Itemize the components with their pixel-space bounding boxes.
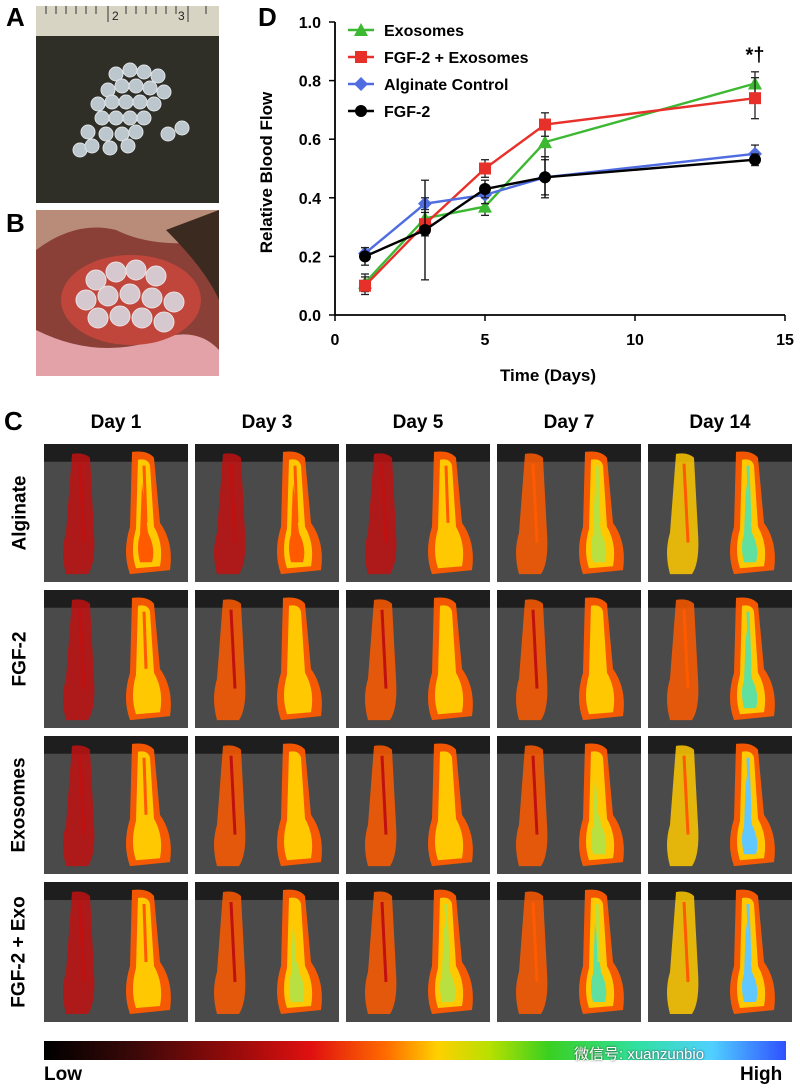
legend-marker: [355, 51, 367, 63]
legend-label: Exosomes: [384, 23, 464, 40]
legend-entry: FGF-2 + Exosomes: [348, 50, 529, 67]
group-label-1: Alginate: [0, 444, 40, 582]
perfusion-image: [44, 590, 188, 728]
data-point: [538, 135, 552, 149]
blood-flow-chart: 0 5 10 15 0.0 0.2 0.4 0.6 0.8 1.0 Time (Days) Relat…: [257, 15, 794, 385]
legend-entry: Exosomes: [348, 23, 464, 40]
perfusion-image: [346, 444, 490, 582]
legend-marker: [354, 23, 368, 36]
series-3: [359, 153, 761, 281]
data-point: [749, 153, 761, 166]
perfusion-image: [648, 444, 792, 582]
series-line: [364, 96, 756, 287]
day-header-1: Day 1: [90, 412, 142, 433]
legend-label: Alginate Control: [384, 77, 508, 94]
group-label-text: FGF-2 + Exo: [9, 896, 31, 1008]
perfusion-image: [44, 736, 188, 874]
perfusion-image: [44, 882, 188, 1022]
day-header-3: Day 5: [392, 412, 444, 433]
y-tick-label: 0.4: [299, 191, 321, 208]
y-tick-label: 0.2: [299, 249, 321, 266]
x-tick-label: 5: [481, 332, 490, 349]
group-label-text: FGF-2: [9, 631, 31, 687]
legend-label: FGF-2: [384, 104, 430, 121]
x-tick-label: 10: [626, 332, 644, 349]
series-2: [358, 144, 762, 261]
perfusion-image: [346, 736, 490, 874]
ruler-tick-3: 3: [178, 9, 185, 23]
perfusion-image: [648, 590, 792, 728]
data-point: [478, 199, 492, 213]
perfusion-image: [648, 882, 792, 1022]
implanted-beads-photo: [36, 210, 219, 376]
legend-marker: [354, 77, 368, 91]
x-tick-label: 0: [331, 332, 340, 349]
group-label-3: Exosomes: [0, 736, 40, 874]
significance-annotation: *†: [746, 45, 765, 67]
series-1: [359, 77, 761, 296]
perfusion-image: [195, 444, 339, 582]
x-tick-label: 15: [776, 332, 794, 349]
legend-label: FGF-2 + Exosomes: [384, 50, 529, 67]
y-tick-label: 0.8: [299, 74, 321, 91]
x-axis-label: Time (Days): [500, 366, 596, 385]
perfusion-image: [346, 590, 490, 728]
group-label-2: FGF-2: [0, 590, 40, 728]
perfusion-image: [195, 882, 339, 1022]
data-point: [539, 118, 551, 131]
day-header-4: Day 7: [543, 412, 595, 433]
perfusion-image: [44, 444, 188, 582]
data-point: [359, 250, 371, 263]
alginate-beads-photo: 2 3: [36, 6, 219, 203]
perfusion-image: [497, 882, 641, 1022]
legend-entry: Alginate Control: [348, 77, 508, 94]
panel-label-a: A: [6, 2, 25, 32]
perfusion-image: [195, 736, 339, 874]
data-point: [749, 92, 761, 105]
panel-label-c: C: [4, 406, 23, 436]
data-point: [479, 183, 491, 196]
data-point: [359, 279, 371, 292]
y-tick-label: 0.6: [299, 132, 321, 149]
perfusion-image: [195, 590, 339, 728]
perfusion-image: [497, 444, 641, 582]
watermark: 微信号: xuanzunbio: [574, 1046, 705, 1063]
data-point: [539, 171, 551, 184]
day-header-2: Day 3: [241, 412, 293, 433]
panel-label-d: D: [258, 2, 277, 32]
scale-low-label: Low: [44, 1064, 82, 1085]
legend-marker: [355, 105, 367, 117]
perfusion-color-scale: [44, 1041, 786, 1060]
perfusion-image: [648, 736, 792, 874]
perfusion-image: [346, 882, 490, 1022]
group-label-text: Alginate: [9, 475, 31, 551]
data-point: [479, 162, 491, 175]
group-label-text: Exosomes: [9, 757, 31, 853]
perfusion-image: [497, 736, 641, 874]
perfusion-image: [497, 590, 641, 728]
scale-high-label: High: [740, 1064, 783, 1085]
ruler-tick-2: 2: [112, 9, 119, 23]
y-tick-label: 1.0: [299, 15, 321, 32]
legend-entry: FGF-2: [348, 104, 430, 121]
data-point: [419, 224, 431, 237]
group-label-4: FGF-2 + Exo: [0, 882, 40, 1022]
y-axis-label: Relative Blood Flow: [257, 91, 276, 253]
panel-label-b: B: [6, 208, 25, 238]
y-tick-label: 0.0: [299, 308, 321, 325]
day-header-5: Day 14: [689, 412, 751, 433]
